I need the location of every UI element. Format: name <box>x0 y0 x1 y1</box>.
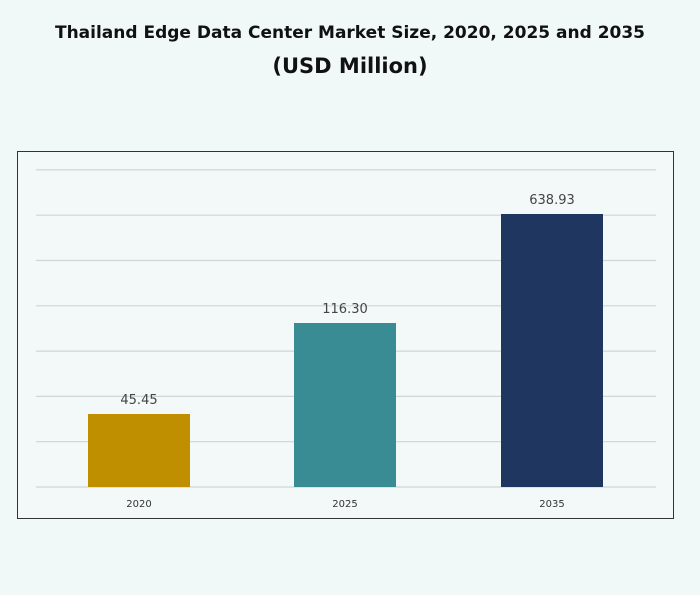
x-tick-label: 2035 <box>539 499 564 510</box>
data-label: 638.93 <box>529 193 575 208</box>
chart-title: Thailand Edge Data Center Market Size, 2… <box>54 23 646 43</box>
x-tick-label: 2020 <box>126 499 151 510</box>
chart-subtitle: (USD Million) <box>272 54 428 78</box>
bar-2035 <box>501 214 603 487</box>
data-label: 45.45 <box>120 393 157 408</box>
bar-2020 <box>88 414 190 487</box>
bar-2025 <box>294 323 396 487</box>
data-label: 116.30 <box>322 302 368 317</box>
x-tick-label: 2025 <box>332 499 357 510</box>
